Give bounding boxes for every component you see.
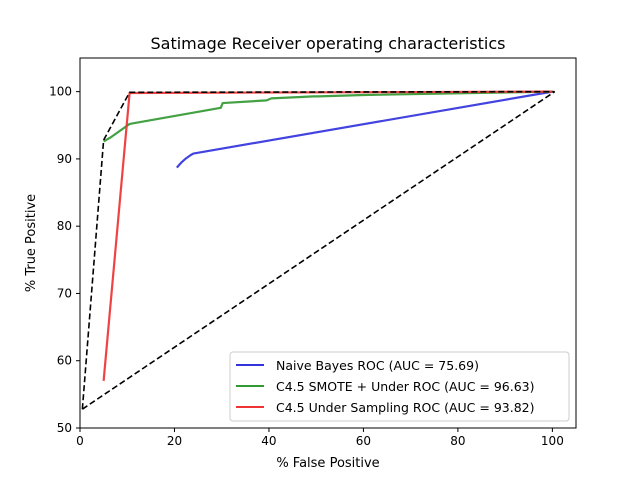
series-line-diagonal — [81, 90, 556, 410]
legend-box — [229, 351, 570, 422]
legend-label-c45-smote-under: C4.5 SMOTE + Under ROC (AUC = 96.63) — [276, 379, 535, 394]
x-tick-label: 0 — [76, 434, 84, 448]
y-tick-label: 60 — [57, 354, 72, 368]
legend: Naive Bayes ROC (AUC = 75.69) C4.5 SMOTE… — [229, 351, 570, 422]
y-tick-label: 100 — [49, 85, 72, 99]
x-tick-label: 40 — [261, 434, 276, 448]
y-tick-label: 50 — [57, 421, 72, 435]
chart-title: Satimage Receiver operating characterist… — [151, 34, 506, 53]
series-line-naive-bayes — [176, 90, 553, 169]
y-tick-label: 70 — [57, 286, 72, 300]
ticks-layer: 0 20 40 60 80 100 50 60 70 80 90 100 — [49, 85, 564, 448]
series-line-upper-hull — [81, 90, 555, 410]
y-tick-label: 90 — [57, 152, 72, 166]
legend-label-naive-bayes: Naive Bayes ROC (AUC = 75.69) — [276, 358, 479, 373]
y-axis-label: % True Positive — [24, 194, 39, 292]
series-layer — [81, 90, 556, 410]
x-tick-label: 80 — [450, 434, 465, 448]
x-tick-label: 20 — [167, 434, 182, 448]
plot-frame — [79, 57, 577, 429]
series-line-c45-smote-under — [103, 90, 553, 143]
x-tick-label: 60 — [356, 434, 371, 448]
x-tick-label: 100 — [541, 434, 564, 448]
legend-label-c45-under-sampling: C4.5 Under Sampling ROC (AUC = 93.82) — [276, 400, 534, 415]
x-axis-label: % False Positive — [276, 456, 379, 471]
y-tick-label: 80 — [57, 219, 72, 233]
